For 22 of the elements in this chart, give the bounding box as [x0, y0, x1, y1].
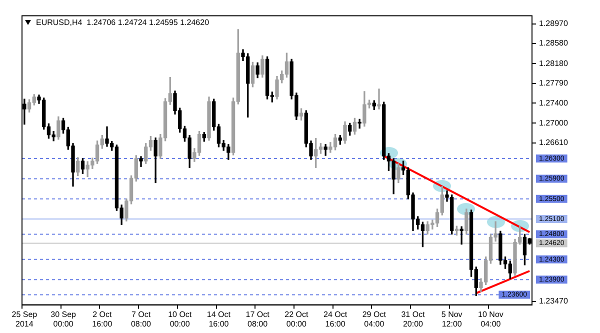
x-tick-label: 7 Oct 08:00: [130, 310, 152, 328]
x-tick-label: 10 Oct 00:00: [168, 310, 192, 328]
x-tick-label: 31 Oct 20:00: [401, 310, 426, 328]
x-tick-label: 5 Nov 12:00: [441, 310, 462, 328]
x-tick-label: 10 Nov 04:00: [478, 310, 504, 328]
y-tick-label: 1.27000: [539, 118, 568, 128]
x-tick-label: 30 Sep 00:00: [50, 310, 77, 328]
x-tick-label: 24 Oct 16:00: [323, 310, 348, 328]
x-tick-label: 17 Oct 08:00: [246, 310, 270, 328]
x-tick-label: 29 Oct 04:00: [362, 310, 387, 328]
y-tick-label: 1.27400: [539, 98, 568, 108]
x-tick-label: 25 Sep 2014: [12, 310, 38, 328]
y-tick-label: 1.28580: [539, 38, 568, 48]
chart-title: EURUSD,H4 1.24706 1.24724 1.24595 1.24620: [36, 18, 210, 28]
y-tick-label: 1.27790: [539, 78, 568, 88]
y-tick-label: 1.28180: [539, 58, 568, 68]
y-tick-label: 1.23470: [539, 296, 568, 306]
x-tick-label: 22 Oct 00:00: [284, 310, 309, 328]
y-tick-label: 1.26610: [539, 138, 568, 148]
x-tick-label: 14 Oct 16:00: [206, 310, 232, 328]
x-tick-label: 2 Oct 16:00: [92, 310, 113, 328]
y-tick-label: 1.28970: [539, 19, 568, 28]
